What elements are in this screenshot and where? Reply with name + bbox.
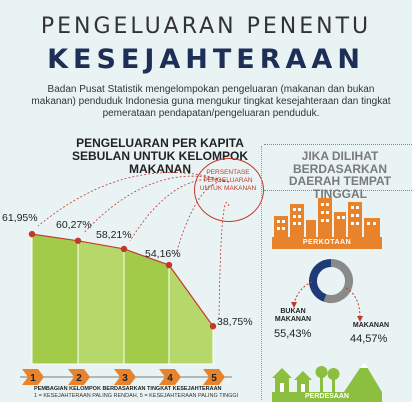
category-marker-3 (114, 369, 136, 385)
description: Badan Pusat Statistik mengelompokan peng… (31, 84, 391, 119)
category-label-2: 2 (76, 373, 82, 384)
callout-arrow-3 (129, 178, 230, 242)
non-food-label: BUKAN MAKANAN (274, 308, 312, 323)
food-value: 44,57% (350, 333, 388, 345)
chart-title: PENGELUARAN PER KAPITA SEBULAN UNTUK KEL… (72, 136, 248, 176)
area-segment-4 (168, 263, 214, 365)
area-segment-3 (123, 248, 170, 365)
category-marker-2 (68, 369, 90, 385)
category-label-1: 1 (30, 373, 36, 384)
urban-label: PERKOTAAN (272, 237, 382, 249)
donut-slice-food (309, 259, 332, 302)
area-segment-2 (77, 240, 125, 365)
callout-arrow-2 (83, 175, 230, 234)
x-axis-note: 1 = KESEJAHTERAAN PALING RENDAH, 5 = KES… (34, 393, 239, 399)
data-point-4 (165, 261, 173, 269)
value-label-4: 54,16% (145, 248, 181, 261)
value-label-2: 60,27% (56, 218, 92, 231)
rural-houses-icon (272, 362, 382, 392)
value-label-3: 58,21% (96, 228, 132, 241)
category-label-4: 4 (167, 373, 173, 384)
data-point-2 (74, 237, 82, 244)
callout-arrow-5 (218, 202, 230, 319)
rural-label: PERDESAAN (272, 392, 382, 402)
donut-slice-non-food (323, 259, 353, 303)
donut-callout-arrows (291, 281, 363, 322)
urban-donut-chart (309, 259, 353, 303)
category-label-5: 5 (211, 373, 217, 384)
title-line-2: KESEJAHTERAAN (47, 44, 365, 75)
title-line-1: PENGELUARAN PENENTU (40, 14, 372, 39)
callout-arrow-1 (37, 172, 230, 227)
value-label-5: 38,75% (217, 316, 253, 329)
panel-divider (261, 146, 262, 400)
x-axis-label: PEMBAGIAN KELOMPOK BERDASARKAN TINGKAT K… (34, 386, 222, 392)
data-point-5 (209, 323, 217, 330)
category-marker-4 (159, 369, 181, 385)
right-panel-title: JIKA DILIHAT BERDASARKAN DAERAH TEMPAT T… (288, 149, 392, 201)
right-title-rule (264, 190, 412, 191)
data-point-1 (28, 230, 36, 238)
area-segment-1 (31, 233, 79, 365)
city-buildings-icon (274, 198, 380, 238)
category-marker-1 (22, 369, 44, 385)
right-top-rule (264, 144, 412, 145)
category-label-3: 3 (122, 373, 128, 384)
value-label-1: 61,95% (2, 212, 38, 225)
category-marker-5 (203, 369, 225, 385)
data-point-3 (120, 245, 128, 253)
non-food-value: 55,43% (274, 328, 312, 340)
series-label-ellipse (194, 158, 264, 222)
series-label: PERSENTASE PENGELUARAN UNTUK MAKANAN (199, 169, 257, 192)
food-label: MAKANAN (352, 322, 390, 329)
